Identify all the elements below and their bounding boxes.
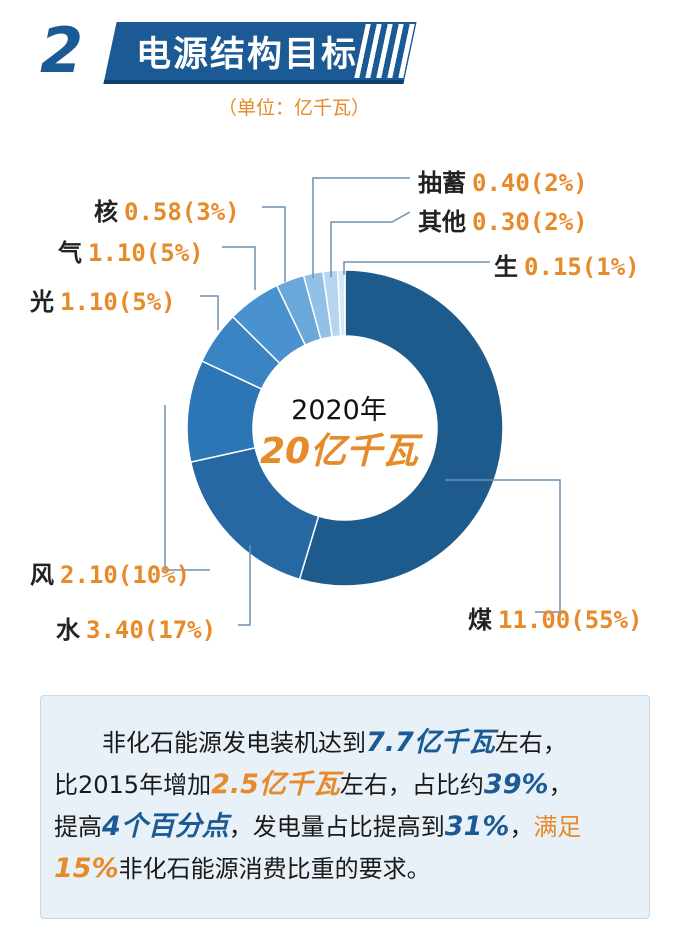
center-year: 2020年 (291, 395, 387, 426)
leader-line-bio (343, 261, 490, 275)
leader-line-hydro (238, 545, 251, 626)
leader-line-coal (445, 479, 561, 613)
label-gas: 气 1.10(5%) (58, 239, 204, 267)
hl-generation-share: 31% (444, 811, 510, 842)
label-biomass: 生 0.15(1%) (494, 253, 640, 281)
hl-increase: 2.5亿千瓦 (211, 769, 340, 800)
label-other: 其他 0.30(2%) (418, 208, 588, 236)
leader-line-other (330, 211, 411, 277)
hl-points: 4个百分点 (102, 811, 229, 842)
label-nuclear: 核 0.58(3%) (94, 198, 240, 226)
label-wind: 风 2.10(10%) (30, 561, 191, 589)
summary-line-3: 提高4个百分点，发电量占比提高到31%，满足 (54, 811, 582, 842)
donut-chart (164, 177, 561, 626)
label-pumped-storage: 抽蓄 0.40(2%) (418, 169, 588, 197)
summary-text: 非化石能源发电装机达到7.7亿千瓦左右， 比2015年增加2.5亿千瓦左右，占比… (54, 722, 644, 890)
leader-line-pumped (312, 177, 410, 278)
section-title: 电源结构目标 (136, 35, 359, 75)
unit-note: （单位：亿千瓦） (218, 97, 371, 119)
donut-slice-biomass (336, 269, 346, 337)
summary-line-4: 15%非化石能源消费比重的要求。 (54, 853, 431, 884)
leader-line-gas (222, 246, 256, 290)
summary-line-1: 非化石能源发电装机达到7.7亿千瓦左右， (102, 727, 567, 758)
label-coal: 煤 11.00(55%) (468, 606, 643, 634)
section-number: 2 (40, 14, 84, 87)
summary-line-2: 比2015年增加2.5亿千瓦左右，占比约39%， (54, 769, 573, 800)
center-total: 20亿千瓦 (259, 431, 419, 472)
leader-line-nuclear (262, 206, 286, 282)
leader-line-solar (200, 295, 219, 330)
hl-non-fossil-capacity: 7.7亿千瓦 (366, 727, 495, 758)
leader-line-wind (164, 405, 210, 571)
label-solar: 光 1.10(5%) (30, 288, 176, 316)
hl-consumption-share: 15% (54, 853, 119, 884)
label-hydro: 水 3.40(17%) (56, 616, 217, 644)
donut-slice-coal (298, 269, 504, 587)
summary-box (40, 695, 650, 919)
hl-share: 39% (483, 769, 549, 800)
